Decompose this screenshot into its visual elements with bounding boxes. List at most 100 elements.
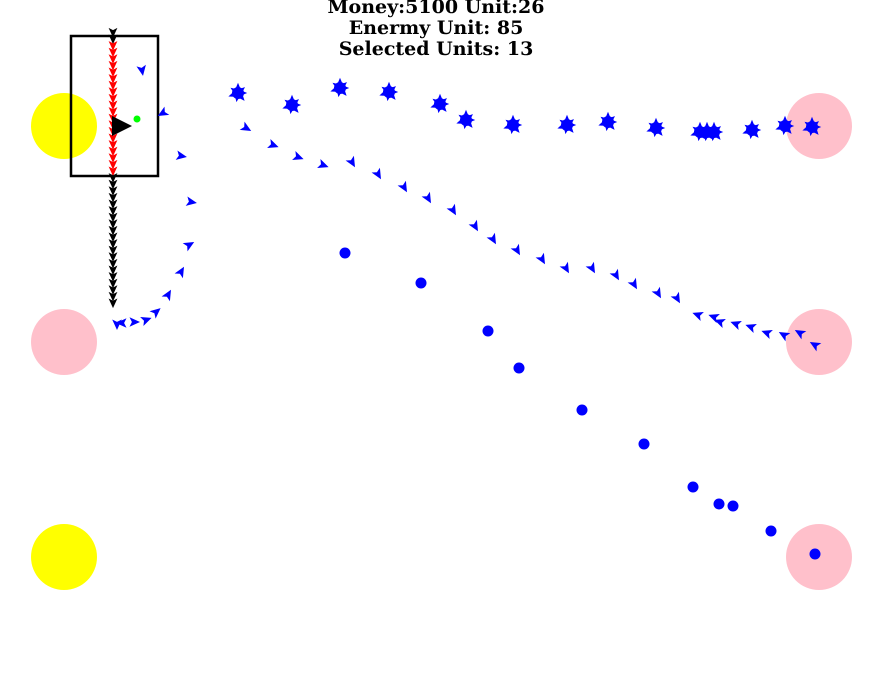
friendly-unit-icon[interactable] — [185, 196, 197, 206]
unit-dot-icon[interactable] — [765, 525, 777, 537]
unit-cluster-icon[interactable] — [557, 114, 577, 135]
unit-dot-icon[interactable] — [727, 500, 739, 512]
unit-dot-icon[interactable] — [513, 362, 525, 374]
selected-unit-icon[interactable] — [108, 47, 118, 58]
friendly-unit-icon[interactable] — [267, 139, 279, 148]
selected-unit-icon[interactable] — [108, 41, 118, 51]
friendly-unit-icon[interactable] — [692, 312, 704, 321]
unit-dot-icon[interactable] — [339, 247, 351, 259]
friendly-unit-icon[interactable] — [714, 319, 726, 328]
friendly-unit-icon[interactable] — [761, 330, 773, 339]
friendly-unit-icon[interactable] — [609, 268, 619, 281]
column-unit-icon[interactable] — [108, 199, 118, 210]
friendly-unit-icon[interactable] — [730, 321, 742, 330]
unit-cluster-icon[interactable] — [282, 94, 302, 115]
column-unit-icon[interactable] — [108, 239, 118, 249]
column-unit-icon[interactable] — [108, 225, 118, 236]
selected-unit-icon[interactable] — [108, 107, 118, 117]
friendly-unit-icon[interactable] — [535, 252, 545, 265]
friendly-unit-icon[interactable] — [157, 106, 170, 116]
friendly-unit-icon[interactable] — [129, 317, 141, 327]
column-unit-icon[interactable] — [108, 232, 118, 243]
column-unit-icon[interactable] — [108, 212, 118, 223]
unit-dot-icon[interactable] — [576, 404, 588, 416]
selected-unit-icon[interactable] — [108, 87, 118, 97]
friendly-unit-icon[interactable] — [708, 314, 720, 323]
friendly-unit-icon[interactable] — [149, 308, 161, 319]
friendly-unit-icon[interactable] — [809, 342, 822, 352]
column-unit-icon[interactable] — [108, 278, 118, 289]
column-unit-icon[interactable] — [108, 285, 118, 295]
friendly-unit-icon[interactable] — [345, 155, 355, 168]
friendly-unit-icon[interactable] — [486, 232, 496, 245]
selected-unit-icon[interactable] — [108, 153, 118, 163]
column-unit-icon[interactable] — [108, 27, 118, 38]
neutral-base-top-right[interactable] — [786, 93, 852, 159]
column-unit-icon[interactable] — [108, 298, 118, 309]
selected-unit-icon[interactable] — [108, 140, 118, 150]
selected-unit-icon[interactable] — [108, 146, 118, 157]
unit-cluster-icon[interactable] — [598, 111, 618, 132]
friendly-unit-icon[interactable] — [421, 191, 431, 204]
friendly-unit-icon[interactable] — [627, 277, 637, 290]
friendly-unit-icon[interactable] — [174, 266, 184, 279]
column-unit-icon[interactable] — [108, 291, 118, 302]
unit-cluster-icon[interactable] — [802, 116, 822, 137]
friendly-unit-icon[interactable] — [140, 317, 152, 326]
unit-cluster-icon[interactable] — [330, 77, 350, 98]
unit-cluster-icon[interactable] — [742, 119, 762, 140]
friendly-unit-icon[interactable] — [136, 64, 146, 76]
column-unit-icon[interactable] — [108, 192, 118, 203]
column-unit-icon[interactable] — [108, 258, 118, 269]
selected-unit-icon[interactable] — [108, 54, 118, 64]
unit-dot-icon[interactable] — [415, 277, 427, 289]
friendly-unit-icon[interactable] — [112, 319, 122, 331]
friendly-unit-icon[interactable] — [794, 330, 807, 340]
commander-unit-icon[interactable] — [112, 116, 132, 136]
selected-unit-icon[interactable] — [108, 60, 118, 71]
column-unit-icon[interactable] — [108, 252, 118, 262]
selected-unit-icon[interactable] — [108, 93, 118, 104]
column-unit-icon[interactable] — [108, 206, 118, 216]
friendly-unit-icon[interactable] — [468, 219, 478, 232]
column-unit-icon[interactable] — [108, 245, 118, 256]
friendly-unit-icon[interactable] — [559, 261, 569, 274]
player-base-top-left[interactable] — [31, 93, 97, 159]
column-unit-icon[interactable] — [108, 179, 118, 190]
unit-cluster-icon[interactable] — [430, 93, 450, 114]
player-base-bottom-left[interactable] — [31, 524, 97, 590]
unit-cluster-icon[interactable] — [456, 109, 476, 130]
friendly-unit-icon[interactable] — [585, 261, 595, 274]
selected-unit-icon[interactable] — [108, 67, 118, 78]
unit-dot-icon[interactable] — [687, 481, 699, 493]
friendly-unit-icon[interactable] — [239, 121, 252, 131]
column-unit-icon[interactable] — [108, 219, 118, 229]
selected-unit-icon[interactable] — [108, 159, 118, 170]
unit-dot-icon[interactable] — [638, 438, 650, 450]
friendly-unit-icon[interactable] — [651, 286, 661, 299]
selected-unit-icon[interactable] — [108, 133, 118, 144]
friendly-unit-icon[interactable] — [397, 180, 407, 193]
unit-cluster-icon[interactable] — [646, 117, 666, 138]
friendly-unit-icon[interactable] — [745, 324, 757, 333]
friendly-unit-icon[interactable] — [116, 318, 127, 328]
selected-unit-icon[interactable] — [108, 166, 118, 177]
unit-dot-icon[interactable] — [809, 548, 821, 560]
friendly-unit-icon[interactable] — [175, 150, 187, 160]
selected-unit-icon[interactable] — [108, 80, 118, 91]
unit-dot-icon[interactable] — [482, 325, 494, 337]
column-unit-icon[interactable] — [108, 272, 118, 282]
unit-cluster-icon[interactable] — [503, 114, 523, 135]
friendly-unit-icon[interactable] — [446, 203, 456, 216]
large-unit-cluster-icon[interactable] — [690, 121, 724, 142]
unit-cluster-icon[interactable] — [228, 82, 248, 103]
unit-dot-icon[interactable] — [713, 498, 725, 510]
friendly-unit-icon[interactable] — [161, 289, 171, 302]
selected-unit-icon[interactable] — [108, 100, 118, 111]
column-unit-icon[interactable] — [108, 186, 118, 196]
friendly-unit-icon[interactable] — [317, 159, 329, 168]
neutral-base-mid-left[interactable] — [31, 309, 97, 375]
unit-cluster-icon[interactable] — [775, 115, 795, 136]
column-unit-icon[interactable] — [108, 173, 118, 183]
